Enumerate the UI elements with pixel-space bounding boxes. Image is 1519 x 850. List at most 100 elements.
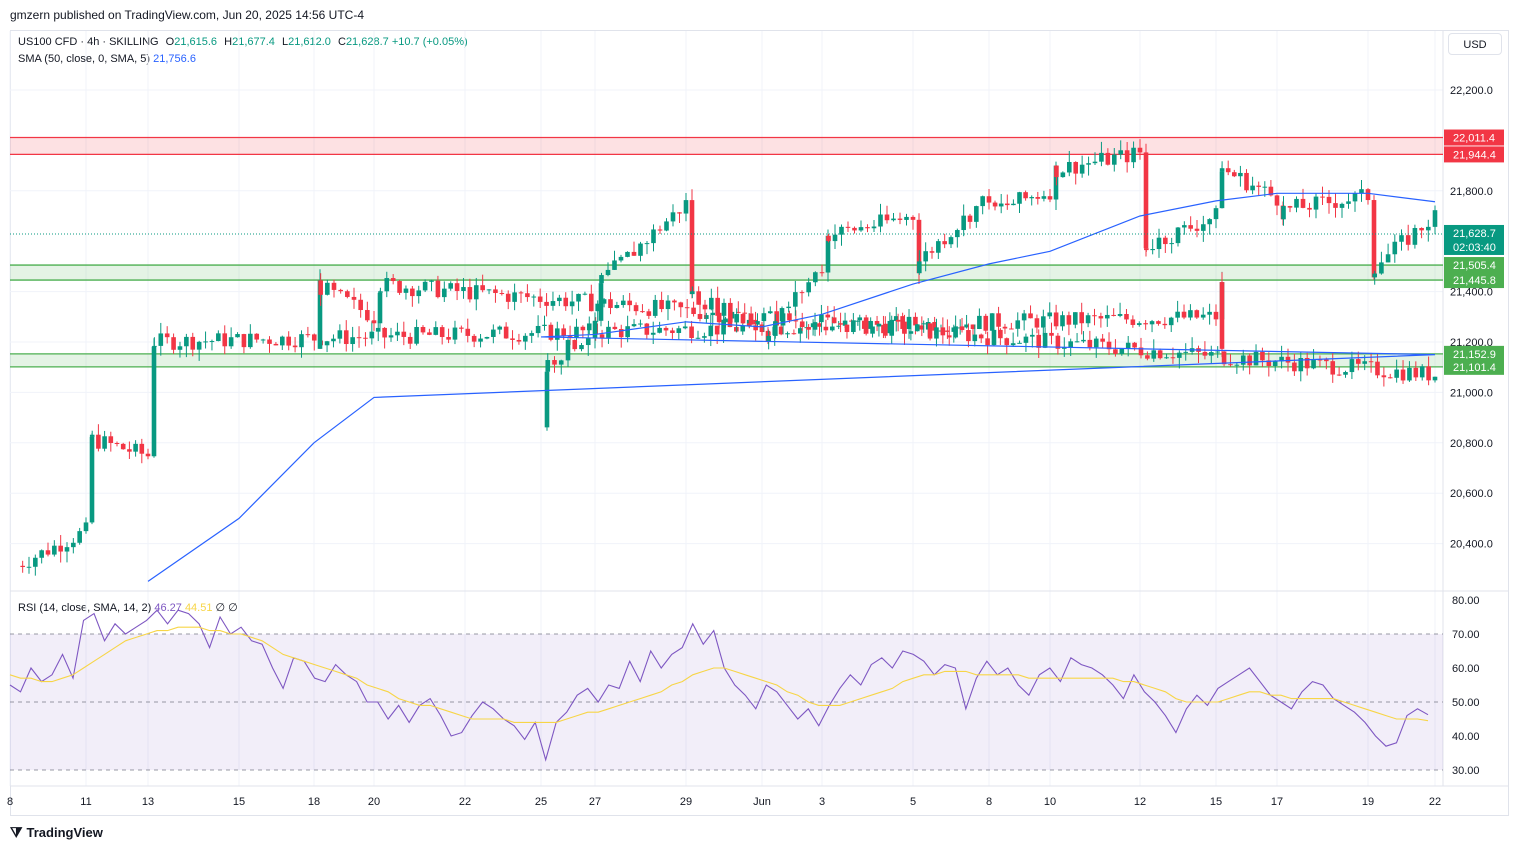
zone-price-label: 22,011.4 xyxy=(1453,133,1495,145)
candle-body xyxy=(52,545,57,555)
candle-body xyxy=(471,335,477,342)
candle-body xyxy=(351,296,357,300)
low-label: L xyxy=(281,36,289,48)
candle-body xyxy=(985,338,990,346)
candle-body xyxy=(919,325,925,330)
candle-body xyxy=(127,449,132,452)
candle-body xyxy=(535,325,541,334)
candle-body xyxy=(1132,342,1137,348)
candle-body xyxy=(433,327,439,335)
candle-body xyxy=(786,306,791,309)
candle-body xyxy=(767,311,773,314)
candle-body xyxy=(793,320,799,322)
candle-body xyxy=(774,311,779,326)
candle-body xyxy=(695,337,701,339)
candle-body xyxy=(605,269,611,276)
time-tick-label: 3 xyxy=(819,796,825,808)
candle-body xyxy=(1368,361,1374,363)
candle-body xyxy=(286,336,291,346)
candle-body xyxy=(1177,352,1182,358)
candle-body xyxy=(663,327,669,331)
tradingview-logo[interactable]: ⧩ TradingView xyxy=(10,824,103,841)
candle-body xyxy=(151,346,157,457)
candle-body xyxy=(955,230,960,238)
candle-body xyxy=(838,323,843,325)
candle-body xyxy=(410,288,415,297)
candle-body xyxy=(1307,207,1312,210)
zone-support-1 xyxy=(10,265,1443,281)
candle-body xyxy=(378,291,383,293)
zone-price-label: 21,505.4 xyxy=(1453,260,1496,272)
candle-body xyxy=(836,325,841,327)
candle-body xyxy=(1194,310,1200,318)
candle-body xyxy=(586,323,592,331)
candle-body xyxy=(1281,206,1286,220)
candle-body xyxy=(1150,249,1155,251)
candle-body xyxy=(1149,321,1155,325)
zone-price-tag xyxy=(1444,345,1504,362)
candle-body xyxy=(684,307,690,309)
candle-body xyxy=(761,313,767,322)
published-header: gmzern published on TradingView.com, Jun… xyxy=(10,8,364,22)
candle-body xyxy=(1330,361,1336,375)
candle-body xyxy=(1213,311,1219,320)
candle-body xyxy=(529,333,535,336)
candle-body xyxy=(1053,312,1059,327)
symbol-label[interactable]: US100 CFD · 4h · SKILLING xyxy=(18,36,159,48)
candle-body xyxy=(1079,312,1085,324)
high-value: 21,677.4 xyxy=(232,36,275,48)
candle-body xyxy=(1005,203,1010,206)
close-label: C xyxy=(337,36,346,48)
time-tick-label: 11 xyxy=(80,796,91,808)
candle-body xyxy=(891,218,896,221)
candle-body xyxy=(1041,196,1047,199)
open-value: 21,615.6 xyxy=(174,36,218,48)
candle-body xyxy=(1113,349,1118,354)
candle-body xyxy=(1034,318,1040,328)
candle-body xyxy=(682,326,688,329)
candle-body xyxy=(799,292,805,294)
candle-body xyxy=(1181,311,1187,318)
candle-body xyxy=(1349,359,1355,373)
candle-body xyxy=(1011,203,1016,206)
candle-body xyxy=(644,323,650,335)
candle-body xyxy=(1399,235,1404,242)
candle-body xyxy=(614,305,620,308)
candle-body xyxy=(817,323,822,327)
candle-body xyxy=(865,227,870,229)
candle-body xyxy=(331,338,336,342)
candle-body xyxy=(927,323,933,339)
candle-body xyxy=(1234,364,1240,366)
zone-support-2 xyxy=(10,353,1443,367)
candle-body xyxy=(145,453,151,457)
sma-legend[interactable]: SMA (50, close, 0, SMA, 5) 21,756.6 xyxy=(18,53,196,65)
candle-body xyxy=(525,293,530,298)
rsi-legend[interactable]: RSI (14, close, SMA, 14, 2) 46.27 44.51 … xyxy=(18,601,238,614)
candle-body xyxy=(592,320,598,339)
currency-button[interactable]: USD xyxy=(1448,33,1502,55)
candle-body xyxy=(689,326,694,338)
candle-body xyxy=(422,281,428,291)
candle-body xyxy=(260,339,266,341)
candle-body xyxy=(863,317,869,334)
candle-body xyxy=(554,328,560,340)
candle-body xyxy=(343,330,349,345)
candle-body xyxy=(972,334,978,342)
candle-body xyxy=(235,334,240,338)
candle-body xyxy=(480,285,485,291)
candle-body xyxy=(819,314,824,323)
candle-body xyxy=(1125,342,1131,349)
candle-body xyxy=(734,314,739,323)
candle-body xyxy=(403,288,409,293)
candle-body xyxy=(363,337,368,339)
candle-body xyxy=(874,320,880,325)
candle-body xyxy=(1138,347,1144,356)
candle-body xyxy=(1304,357,1310,369)
open-label: O xyxy=(165,36,175,48)
candle-body xyxy=(1362,361,1367,364)
rsi-value: 46.27 xyxy=(154,602,182,614)
candle-body xyxy=(1162,323,1168,326)
candle-body xyxy=(1111,314,1116,316)
candle-body xyxy=(505,293,511,302)
